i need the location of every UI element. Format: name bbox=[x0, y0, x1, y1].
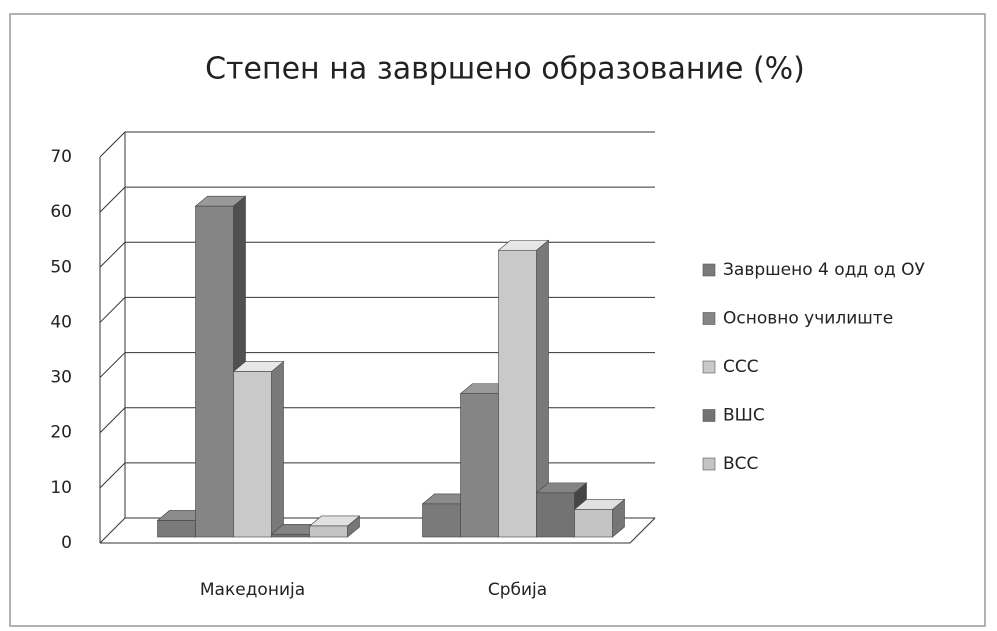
legend-swatch bbox=[702, 409, 716, 422]
legend-label: Завршено 4 одд од ОУ bbox=[723, 260, 926, 280]
y-tick-label: 30 bbox=[50, 368, 72, 388]
bar bbox=[309, 525, 348, 538]
y-tick-label: 50 bbox=[50, 257, 72, 277]
legend-label: Основно училиште bbox=[723, 309, 893, 329]
floor-edge bbox=[100, 517, 656, 544]
legend-swatch bbox=[702, 263, 716, 277]
legend-label: ССС bbox=[723, 357, 759, 377]
bar bbox=[574, 509, 613, 538]
x-tick-label: Србија bbox=[488, 580, 547, 600]
chart-title: Степен на завршено образование (%) bbox=[205, 52, 805, 87]
legend-swatch bbox=[702, 360, 716, 374]
bar-side bbox=[271, 360, 284, 538]
y-tick-label: 40 bbox=[50, 312, 72, 332]
bar bbox=[498, 249, 537, 538]
bar bbox=[233, 371, 272, 538]
bar bbox=[195, 205, 234, 538]
y-tick-label: 20 bbox=[50, 423, 72, 443]
y-tick-label: 60 bbox=[50, 202, 72, 222]
y-tick-label: 10 bbox=[50, 478, 72, 498]
bar bbox=[422, 503, 461, 538]
legend-label: ВСС bbox=[723, 454, 758, 474]
y-tick-label: 0 bbox=[61, 533, 72, 553]
bar bbox=[271, 533, 310, 538]
legend-label: ВШС bbox=[723, 406, 765, 426]
legend-swatch bbox=[702, 312, 716, 325]
y-tick-label: 70 bbox=[50, 147, 72, 167]
bar bbox=[460, 393, 499, 538]
bar bbox=[536, 492, 575, 538]
legend-swatch bbox=[702, 457, 716, 471]
x-tick-label: Македонија bbox=[200, 580, 305, 600]
bar bbox=[157, 520, 196, 538]
